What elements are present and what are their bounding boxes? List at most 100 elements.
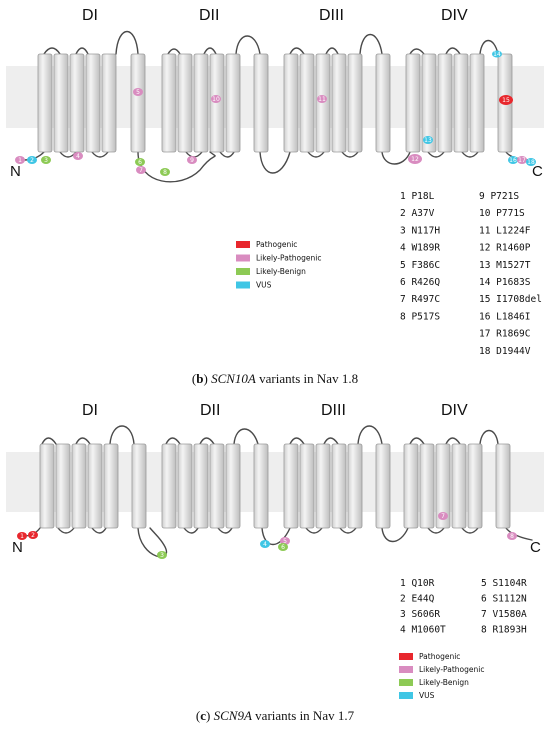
variant-number: 6	[138, 159, 142, 166]
transmembrane-helix	[283, 443, 299, 529]
variant-dot	[499, 95, 513, 105]
legend: Pathogenic Likely-Pathogenic Likely-Benign…	[236, 240, 321, 290]
variant-list: 1 Q10R 2 E44Q 3 S606R 4 M1060T 5 S1104R 6 S11…	[400, 578, 527, 636]
variant-list-item: 9 P721S	[479, 191, 519, 202]
transmembrane-helix	[193, 443, 209, 529]
helix-group	[37, 53, 513, 153]
variant-marker: 2	[28, 531, 38, 539]
transmembrane-helix	[161, 53, 177, 153]
c-terminus-label: C	[532, 163, 543, 180]
legend-swatch	[236, 241, 250, 248]
domain-label: DIV	[441, 7, 468, 24]
transmembrane-helix	[131, 443, 147, 529]
transmembrane-helix	[331, 53, 347, 153]
variant-list-item: 13 M1527T	[479, 260, 531, 271]
variant-list-item: 15 I1708del	[479, 294, 542, 305]
caption-text: variants in Nav 1.7	[252, 708, 355, 723]
variant-dot	[280, 537, 290, 545]
variant-number: 4	[76, 153, 80, 160]
variant-list-item: 11 L1224F	[479, 225, 531, 236]
variant-number: 9	[190, 157, 194, 164]
variant-number: 1	[20, 533, 24, 540]
variant-number: 7	[441, 513, 445, 520]
transmembrane-helix	[421, 53, 437, 153]
transmembrane-helix	[37, 53, 53, 153]
variant-dot	[492, 50, 502, 58]
transmembrane-helix	[299, 443, 315, 529]
legend-item: Likely-Pathogenic	[236, 254, 321, 263]
variant-list-item: 7 V1580A	[481, 609, 527, 620]
variant-list-item: 5 S1104R	[481, 578, 527, 589]
transmembrane-helix	[347, 53, 363, 153]
variant-number: 3	[160, 552, 164, 559]
variant-marker: 1	[15, 156, 25, 164]
legend-label: Pathogenic	[419, 652, 460, 661]
variant-list-item: 6 S1112N	[481, 594, 527, 605]
transmembrane-helix	[331, 443, 347, 529]
variant-dot	[423, 136, 433, 144]
legend-swatch	[399, 679, 413, 686]
variant-number: 18	[527, 159, 535, 166]
legend-item: Likely-Benign	[399, 678, 469, 687]
legend-label: Pathogenic	[256, 240, 297, 249]
variant-list-item: 18 D1944V	[479, 346, 531, 357]
variant-list-item: 17 R1869C	[479, 329, 530, 340]
variant-marker: 9	[187, 156, 197, 164]
variant-marker: 3	[41, 156, 51, 164]
transmembrane-helix	[437, 53, 453, 153]
transmembrane-helix	[85, 53, 101, 153]
domain-label: DIII	[319, 7, 344, 24]
transmembrane-helix	[130, 53, 146, 153]
caption-gene: SCN9A	[214, 708, 252, 723]
legend-swatch	[399, 653, 413, 660]
transmembrane-helix	[315, 443, 331, 529]
n-terminus-label: N	[10, 163, 21, 180]
legend-label: Likely-Benign	[256, 267, 306, 276]
variant-dot	[136, 166, 146, 174]
variant-marker: 13	[423, 136, 433, 144]
domain-label: DIII	[321, 402, 346, 419]
caption-gene: SCN10A	[211, 371, 256, 386]
variant-dot	[517, 156, 527, 164]
variant-number: 14	[493, 51, 501, 58]
transmembrane-helix	[419, 443, 435, 529]
domain-label: DI	[82, 7, 98, 24]
variant-marker: 16	[508, 156, 518, 164]
variant-list-item: 6 R426Q	[400, 277, 440, 288]
variant-marker: 6	[278, 543, 288, 551]
variant-number: 6	[281, 544, 285, 551]
variant-list-item: 4 M1060T	[400, 625, 446, 636]
legend-swatch	[236, 268, 250, 275]
transmembrane-helix	[253, 53, 269, 153]
variant-list-item: 3 N117H	[400, 225, 440, 236]
transmembrane-helix	[209, 443, 225, 529]
transmembrane-helix	[69, 53, 85, 153]
variant-marker: 7	[438, 512, 448, 520]
variant-marker: 5	[133, 88, 143, 96]
transmembrane-helix	[177, 443, 193, 529]
transmembrane-helix	[453, 53, 469, 153]
variant-number: 5	[136, 89, 140, 96]
legend-label: VUS	[419, 691, 435, 700]
variant-dot	[278, 543, 288, 551]
variant-marker: 2	[27, 156, 37, 164]
transmembrane-helix	[375, 53, 391, 153]
variant-number: 15	[502, 97, 510, 104]
variant-number: 16	[509, 157, 517, 164]
variant-number: 5	[283, 538, 287, 545]
legend: Pathogenic Likely-Pathogenic Likely-Benign…	[399, 652, 484, 700]
legend-label: VUS	[256, 281, 272, 290]
legend-swatch	[236, 254, 250, 262]
transmembrane-helix	[53, 53, 69, 153]
transmembrane-helix	[495, 443, 511, 529]
panel-b: DI DII DIII DIV	[6, 7, 544, 386]
legend-item: Likely-Benign	[236, 267, 306, 276]
legend-swatch	[236, 281, 250, 289]
variant-dot	[526, 158, 536, 166]
variant-list-item: 3 S606R	[400, 609, 440, 620]
transmembrane-helix	[193, 53, 209, 153]
legend-item: Pathogenic	[236, 240, 297, 249]
variant-marker: 7	[136, 166, 146, 174]
